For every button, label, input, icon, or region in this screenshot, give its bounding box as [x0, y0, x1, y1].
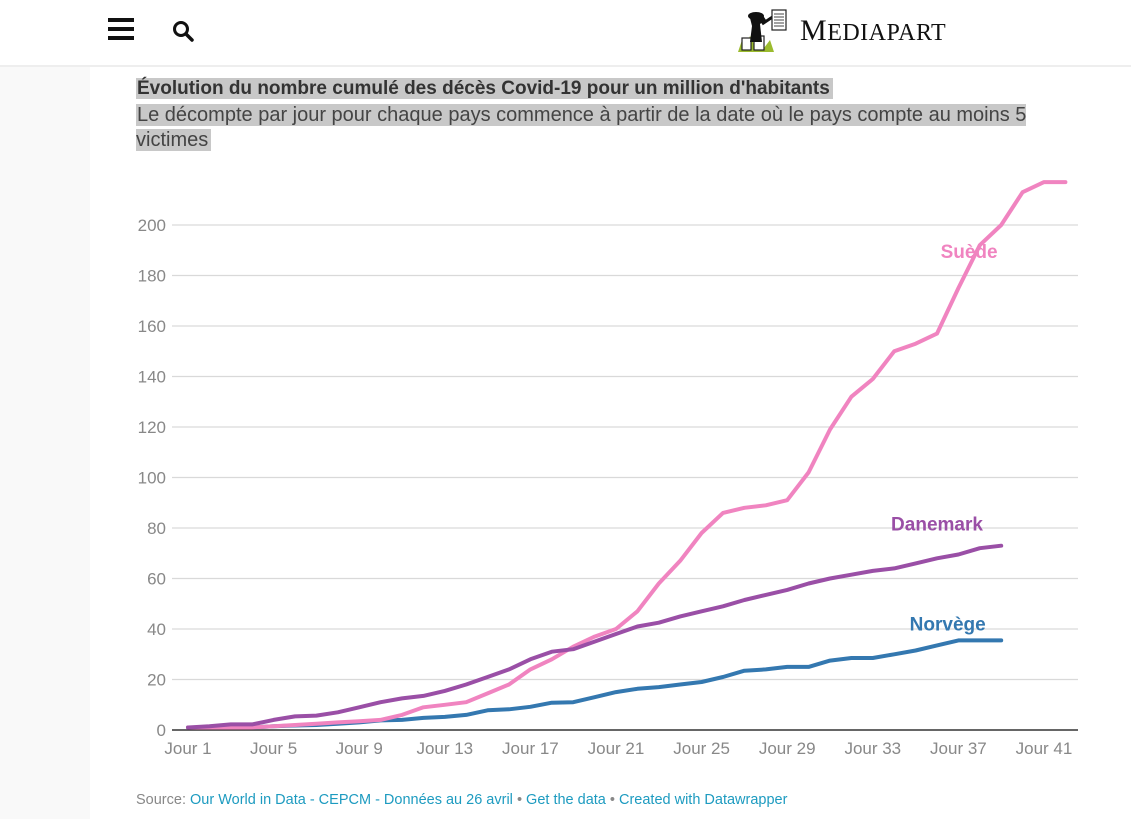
chart-subtitle: Le décompte par jour pour chaque pays co… [136, 103, 1076, 153]
logo-wordmark: MEDIAPART [800, 14, 946, 48]
y-tick-label: 160 [138, 317, 166, 336]
source-label: Source: [136, 792, 186, 808]
chart-title: Évolution du nombre cumulé des décès Cov… [136, 77, 833, 101]
logo-initial: M [800, 14, 828, 47]
search-icon[interactable] [172, 20, 194, 42]
newspaper-crier-logo-icon [738, 9, 787, 52]
logo-rest: EDIAPART [827, 20, 947, 46]
series-lines [186, 180, 1068, 730]
hamburger-menu-icon[interactable] [108, 18, 134, 40]
y-tick-label: 100 [138, 469, 166, 488]
x-tick-label: Jour 13 [416, 739, 473, 758]
x-tick-label: Jour 37 [930, 739, 987, 758]
y-tick-label: 40 [147, 620, 166, 639]
y-tick-label: 0 [157, 721, 166, 740]
chart-title-text: Évolution du nombre cumulé des décès Cov… [136, 78, 833, 99]
x-tick-label: Jour 29 [759, 739, 816, 758]
y-tick-label: 180 [138, 267, 166, 286]
series-label: Suède [941, 242, 998, 263]
source-link[interactable]: Our World in Data - CEPCM - Données au 2… [190, 792, 513, 808]
left-margin [0, 67, 90, 819]
chart-footer: Source: Our World in Data - CEPCM - Donn… [136, 792, 787, 808]
separator: • [516, 792, 523, 808]
y-tick-label: 80 [147, 519, 166, 538]
y-tick-label: 200 [138, 216, 166, 235]
x-axis-ticks: Jour 1 Jour 5 Jour 9 Jour 13 Jour 17 Jour 21 J… [164, 739, 1072, 758]
separator: • [609, 792, 615, 808]
get-the-data-link[interactable]: Get the data [526, 792, 606, 808]
y-axis-ticks: 0 20 40 60 80 100 120 140 160 180 200 [138, 216, 166, 740]
datawrapper-link[interactable]: Created with Datawrapper [619, 792, 788, 808]
series-label: Danemark [891, 515, 983, 536]
series-label: Norvège [910, 614, 986, 635]
mediapart-logo[interactable]: MEDIAPART [736, 8, 946, 54]
x-tick-label: Jour 1 [164, 739, 211, 758]
x-tick-label: Jour 33 [844, 739, 901, 758]
x-tick-label: Jour 41 [1016, 739, 1073, 758]
x-tick-label: Jour 25 [673, 739, 730, 758]
line-chart: 0 20 40 60 80 100 120 140 160 180 200 Jour 1 Jour 5… [138, 180, 1078, 758]
x-tick-label: Jour 9 [336, 739, 383, 758]
series-labels: Suède Danemark Norvège [891, 242, 998, 635]
y-tick-label: 20 [147, 671, 166, 690]
series-line-suède [186, 180, 1068, 730]
y-tick-label: 140 [138, 368, 166, 387]
series-line-danemark [186, 543, 1004, 730]
x-tick-label: Jour 21 [588, 739, 645, 758]
x-tick-label: Jour 17 [502, 739, 559, 758]
gridlines [172, 224, 1078, 681]
x-tick-label: Jour 5 [250, 739, 297, 758]
top-navigation-bar: MEDIAPART [0, 0, 1131, 67]
y-tick-label: 60 [147, 570, 166, 589]
y-tick-label: 120 [138, 418, 166, 437]
